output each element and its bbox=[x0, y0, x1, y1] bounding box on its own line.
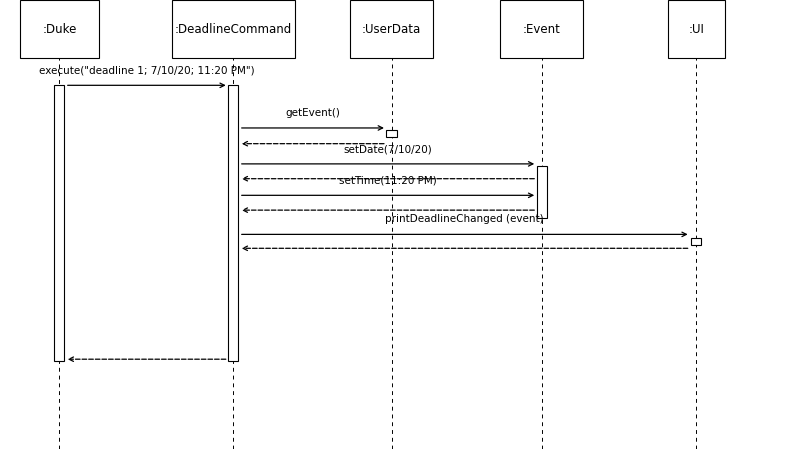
Text: setTime(11:20 PM): setTime(11:20 PM) bbox=[339, 176, 437, 185]
Bar bbox=[350, 0, 433, 58]
Text: :UI: :UI bbox=[688, 23, 704, 35]
Text: :Duke: :Duke bbox=[42, 23, 77, 35]
Text: :UserData: :UserData bbox=[362, 23, 421, 35]
Text: execute("deadline 1; 7/10/20; 11:20 PM"): execute("deadline 1; 7/10/20; 11:20 PM") bbox=[39, 66, 255, 75]
Text: printDeadlineChanged (event): printDeadlineChanged (event) bbox=[385, 215, 544, 224]
Bar bbox=[501, 0, 584, 58]
Bar bbox=[172, 0, 294, 58]
Text: :DeadlineCommand: :DeadlineCommand bbox=[175, 23, 292, 35]
Bar bbox=[20, 0, 99, 58]
Bar bbox=[691, 238, 702, 245]
Text: setDate(7/10/20): setDate(7/10/20) bbox=[343, 144, 433, 154]
Bar bbox=[537, 166, 547, 218]
Text: :Event: :Event bbox=[523, 23, 561, 35]
Bar bbox=[668, 0, 725, 58]
Bar bbox=[229, 85, 239, 361]
Text: getEvent(): getEvent() bbox=[286, 108, 340, 118]
Bar bbox=[387, 130, 396, 137]
Bar bbox=[54, 85, 65, 361]
